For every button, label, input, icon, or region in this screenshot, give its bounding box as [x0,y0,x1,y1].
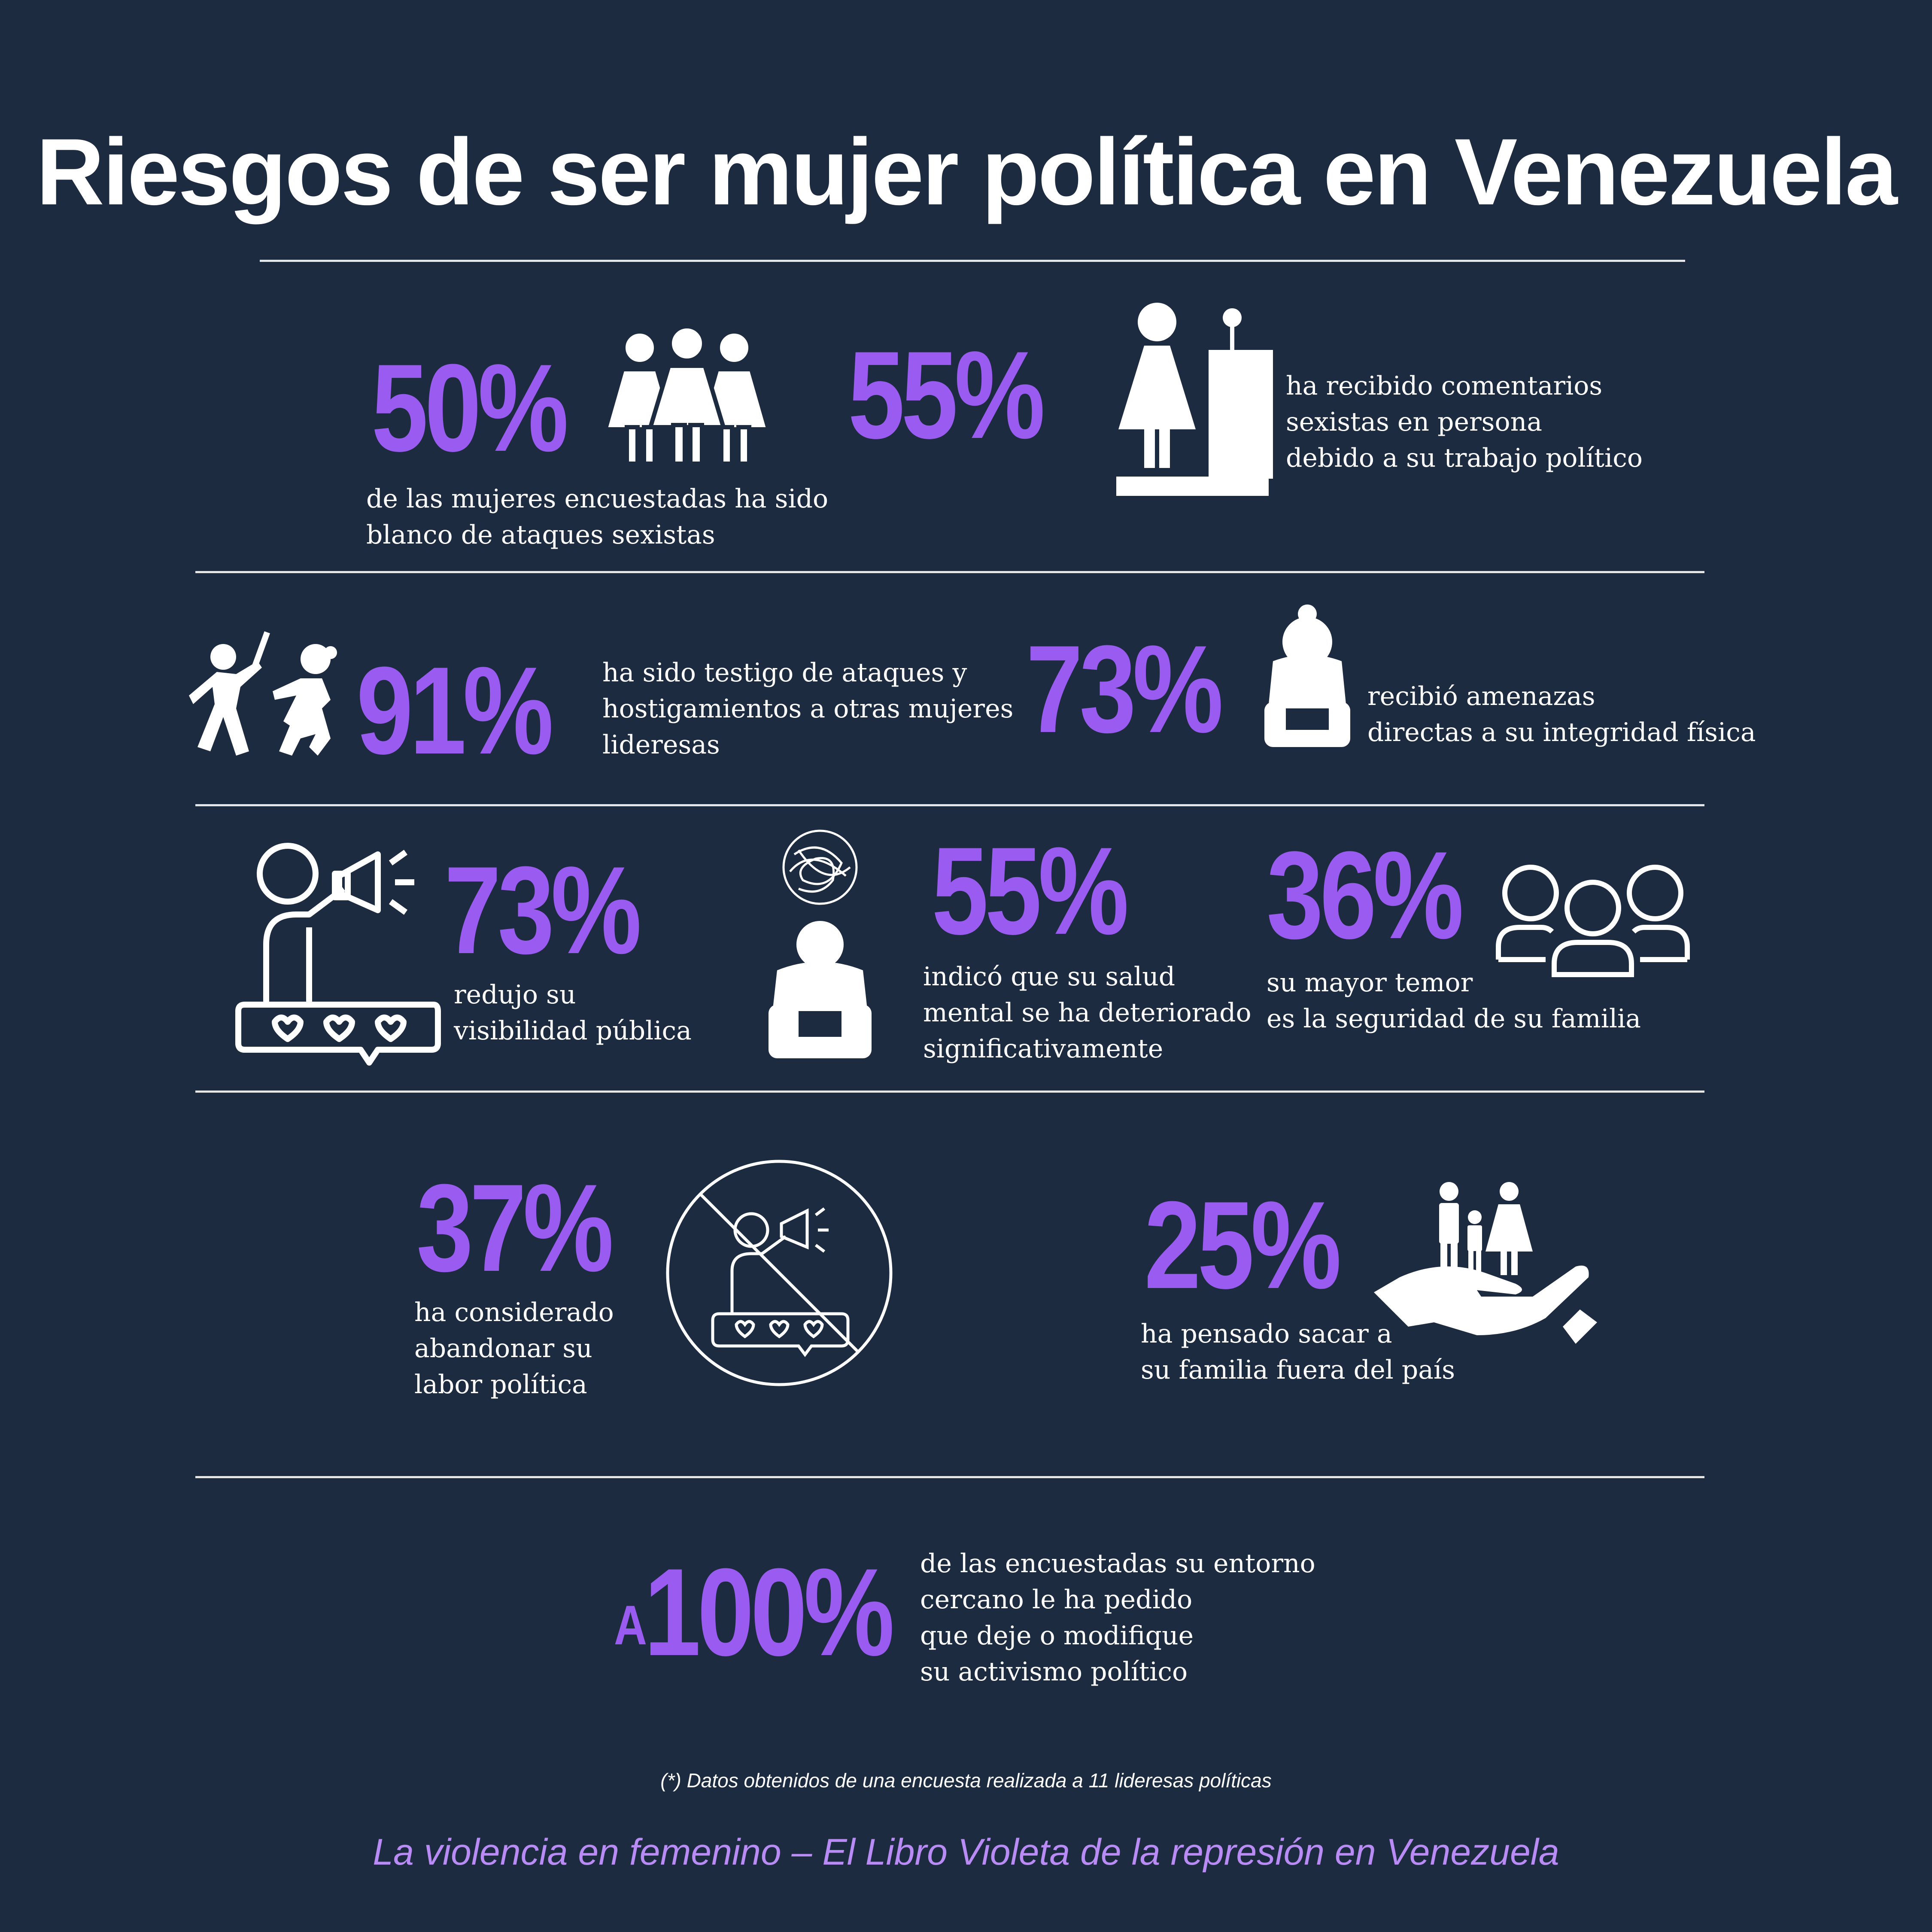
family-group-icon [1496,865,1690,977]
stat-100-text: de las encuestadas su entorno cercano le … [920,1549,1315,1687]
row-divider-3 [195,1091,1704,1093]
stat-50-value: 50% [371,338,569,477]
three-women-icon [602,324,772,466]
stat-73b-value: 73% [444,841,642,980]
stat-50-text: de las mujeres encuestadas ha sido blanco… [366,484,829,550]
stat-73a-text: recibió amenazas directas a su integridad… [1367,681,1756,747]
row-divider-2 [195,804,1704,806]
stat-25-text: ha pensado sacar a su familia fuera del p… [1141,1319,1455,1385]
stat-55-value: 55% [848,325,1045,465]
stat-36-text: su mayor temor es la seguridad de su fami… [1267,968,1641,1034]
stat-37-value: 37% [416,1158,614,1297]
attack-icon [189,631,337,756]
stat-91-value: 91% [356,641,554,780]
stat-100-value: 100% [644,1543,895,1682]
stat-73a-value: 73% [1026,620,1224,759]
stat-73b-text: redujo su visibilidad pública [454,980,692,1046]
stat-55b-value: 55% [932,821,1129,960]
footnote: (*) Datos obtenidos de una encuesta real… [660,1769,1272,1792]
frightened-woman-icon [1264,605,1350,747]
stat-100-prefix: A [614,1594,647,1656]
stat-55b-text: indicó que su salud mental se ha deterior… [923,962,1252,1064]
source-credit: La violencia en femenino – El Libro Viol… [373,1832,1559,1873]
stat-25-value: 25% [1144,1176,1342,1315]
woman-at-podium-icon [1116,303,1273,496]
title-divider [260,260,1685,262]
megaphone-person-icon [235,843,441,1066]
row-divider-1 [195,571,1704,573]
family-in-hands-icon [1374,1182,1597,1344]
row-divider-4 [195,1476,1704,1478]
stat-91-text: ha sido testigo de ataques y hostigamient… [602,658,1014,760]
stat-36-value: 36% [1267,826,1464,965]
stat-55-text: ha recibido comentarios sexistas en perso… [1286,371,1643,473]
stat-37-text: ha considerado abandonar su labor política [414,1297,614,1400]
no-megaphone-icon [666,1160,893,1386]
anxious-person-icon [769,829,872,1058]
page-title: Riesgos de ser mujer política en Venezue… [36,119,1897,225]
